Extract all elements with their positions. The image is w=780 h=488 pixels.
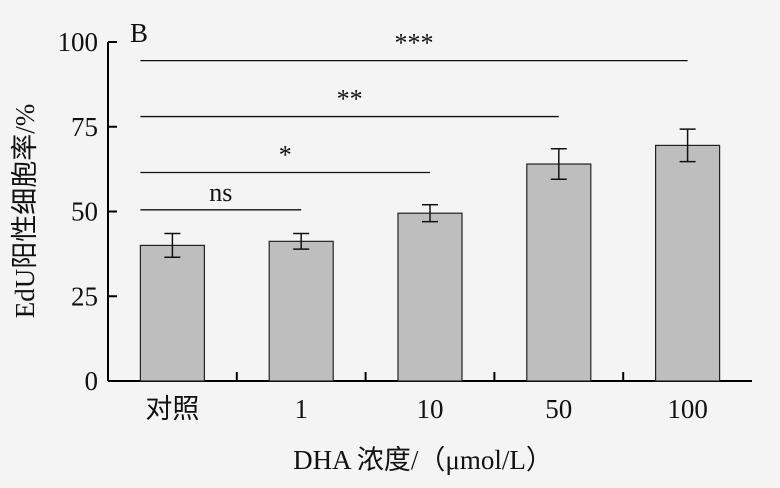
y-tick-label: 50 [71, 197, 98, 227]
y-tick-label: 100 [58, 27, 99, 57]
x-axis-title: DHA 浓度/（μmol/L） [293, 445, 553, 475]
panel-label: B [130, 18, 148, 48]
significance-group: ns****** [140, 29, 688, 211]
x-tick-label: 100 [667, 394, 708, 424]
x-tick-label: 50 [545, 394, 572, 424]
x-tick-label: 1 [294, 394, 308, 424]
significance-label: *** [395, 29, 434, 58]
significance-label: ** [337, 85, 363, 114]
bar [397, 212, 463, 382]
bar [654, 144, 721, 382]
bar [139, 244, 205, 382]
y-tick-label: 25 [71, 281, 98, 311]
y-axis-title: EdU阳性细胞率/% [10, 104, 40, 318]
bar [268, 240, 334, 382]
x-tick-label: 对照 [145, 394, 199, 424]
significance-label: * [279, 141, 292, 170]
bars-group [139, 128, 721, 382]
bar [526, 163, 592, 382]
y-tick-label: 0 [85, 366, 99, 396]
y-tick-label: 75 [71, 112, 98, 142]
y-axis: 0 25 50 75 100 [58, 27, 117, 396]
x-tick-label: 10 [417, 394, 444, 424]
x-axis: 对照 1 10 50 100 [108, 372, 752, 424]
significance-label: ns [209, 178, 232, 207]
